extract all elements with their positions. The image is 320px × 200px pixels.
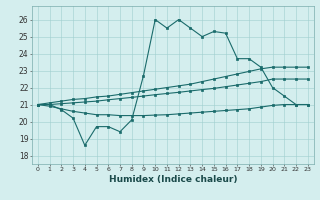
X-axis label: Humidex (Indice chaleur): Humidex (Indice chaleur) (108, 175, 237, 184)
